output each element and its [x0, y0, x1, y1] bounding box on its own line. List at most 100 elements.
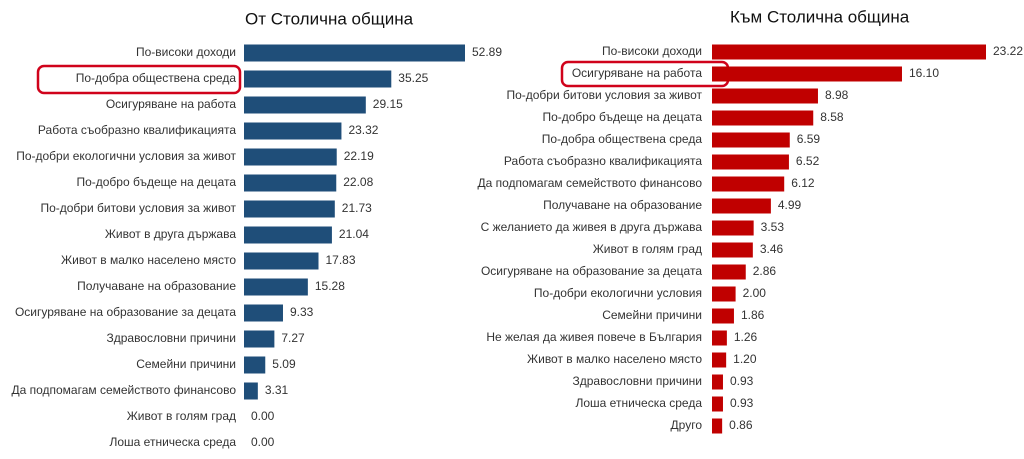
- bar: [712, 264, 746, 280]
- category-label: Друго: [671, 418, 703, 432]
- bar: [244, 226, 332, 244]
- category-label: По-добри екологични условия: [534, 286, 702, 300]
- value-label: 0.93: [730, 374, 754, 388]
- value-label: 35.25: [398, 71, 428, 85]
- bar: [244, 356, 266, 374]
- bar: [712, 418, 723, 434]
- category-label: С желанието да живея в друга държава: [481, 220, 703, 234]
- bar: [244, 278, 308, 296]
- category-label: Да подпомагам семейството финансово: [11, 383, 236, 397]
- category-label: Получаване на образование: [77, 279, 236, 293]
- highlight-box: [36, 64, 242, 95]
- bar: [244, 96, 366, 114]
- category-label: По-добра обществена среда: [76, 71, 237, 85]
- category-label: Семейни причини: [602, 308, 702, 322]
- value-label: 2.00: [743, 286, 767, 300]
- value-label: 0.93: [730, 396, 754, 410]
- value-label: 9.33: [290, 305, 314, 319]
- category-label: По-високи доходи: [602, 44, 702, 58]
- bar: [244, 200, 335, 218]
- bar: [712, 374, 723, 390]
- value-label: 8.98: [825, 88, 849, 102]
- category-label: Осигуряване на образование за децата: [15, 305, 236, 319]
- category-label: Работа съобразно квалификацията: [504, 154, 702, 168]
- category-label: По-добро бъдеще на децата: [542, 110, 702, 124]
- value-label: 15.28: [315, 279, 345, 293]
- value-label: 3.31: [265, 383, 289, 397]
- chart-title: Към Столична община: [730, 7, 910, 26]
- value-label: 16.10: [909, 66, 939, 80]
- bar: [244, 148, 337, 166]
- category-label: Осигуряване на образование за децата: [481, 264, 702, 278]
- bar: [712, 176, 785, 192]
- value-label: 8.58: [820, 110, 844, 124]
- bar: [712, 132, 790, 148]
- category-label: По-високи доходи: [136, 45, 236, 59]
- bar: [712, 154, 789, 170]
- value-label: 6.52: [796, 154, 820, 168]
- value-label: 21.73: [342, 201, 372, 215]
- category-label: Живот в малко населено място: [61, 253, 236, 267]
- value-label: 2.86: [753, 264, 777, 278]
- category-label: Осигуряване на работа: [572, 66, 702, 80]
- value-label: 17.83: [326, 253, 356, 267]
- value-label: 1.26: [734, 330, 758, 344]
- value-label: 0.00: [251, 409, 275, 423]
- value-label: 0.86: [729, 418, 753, 432]
- bar: [712, 88, 818, 104]
- bar: [244, 330, 275, 348]
- category-label: Работа съобразно квалификацията: [38, 123, 236, 137]
- bar: [244, 174, 337, 192]
- value-label: 5.09: [272, 357, 296, 371]
- value-label: 52.89: [472, 45, 502, 59]
- value-label: 6.59: [797, 132, 821, 146]
- category-label: Лоша етническа среда: [110, 435, 237, 449]
- bar: [244, 122, 342, 140]
- bar: [244, 44, 465, 62]
- category-label: Семейни причини: [136, 357, 236, 371]
- category-label: Живот в друга държава: [105, 227, 236, 241]
- category-label: По-добри битови условия за живот: [40, 201, 236, 215]
- value-label: 22.19: [344, 149, 374, 163]
- category-label: По-добра обществена среда: [542, 132, 703, 146]
- value-label: 23.22: [993, 44, 1023, 58]
- category-label: Получаване на образование: [543, 198, 702, 212]
- category-label: Здравословни причини: [572, 374, 702, 388]
- bar: [712, 66, 902, 82]
- chart-title: От Столична община: [245, 9, 414, 28]
- bar: [712, 110, 814, 126]
- bar: [712, 286, 736, 302]
- bar: [244, 382, 258, 400]
- bar: [244, 252, 319, 270]
- category-label: Лоша етническа среда: [576, 396, 703, 410]
- bar: [712, 242, 753, 258]
- category-label: Не желая да живея повече в България: [486, 330, 702, 344]
- bar: [712, 352, 727, 368]
- bar: [712, 198, 771, 214]
- value-label: 4.99: [778, 198, 802, 212]
- category-label: Здравословни причини: [106, 331, 236, 345]
- value-label: 3.53: [761, 220, 785, 234]
- value-label: 1.20: [733, 352, 757, 366]
- value-label: 29.15: [373, 97, 403, 111]
- category-label: По-добро бъдеще на децата: [76, 175, 236, 189]
- value-label: 22.08: [343, 175, 373, 189]
- category-label: По-добри екологични условия за живот: [16, 149, 236, 163]
- value-label: 7.27: [281, 331, 305, 345]
- bar: [712, 308, 734, 324]
- bar: [712, 396, 723, 412]
- value-label: 1.86: [741, 308, 765, 322]
- bar: [244, 304, 283, 322]
- value-label: 21.04: [339, 227, 369, 241]
- bar: [712, 220, 754, 236]
- category-label: Живот в голям град: [127, 409, 236, 423]
- value-label: 3.46: [760, 242, 784, 256]
- bar: [712, 330, 727, 346]
- category-label: Да подпомагам семейството финансово: [477, 176, 702, 190]
- value-label: 0.00: [251, 435, 275, 449]
- value-label: 23.32: [348, 123, 378, 137]
- value-label: 6.12: [791, 176, 815, 190]
- bar: [712, 44, 986, 60]
